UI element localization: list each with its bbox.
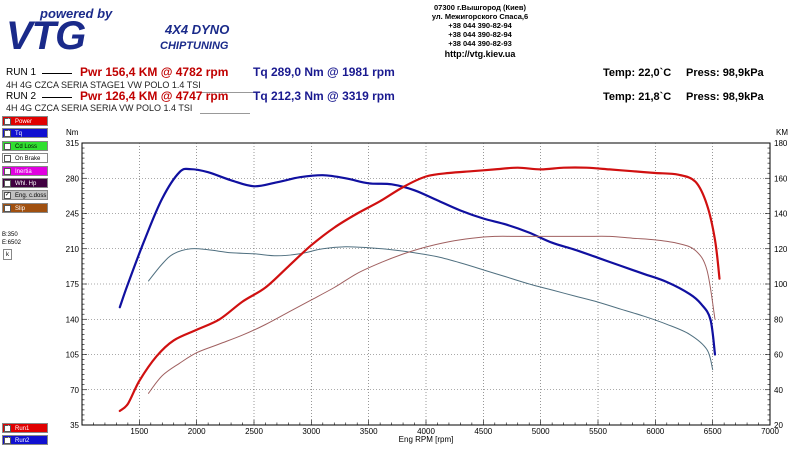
series-line-1 (148, 246, 714, 371)
legend-label: Run1 (15, 426, 30, 432)
y-left-tick-label: 140 (66, 315, 80, 324)
y-left-tick-label: 280 (66, 174, 80, 183)
y-left-tick-label: 70 (70, 386, 79, 395)
legend-checkbox[interactable]: ✓ (4, 118, 11, 125)
x-tick-label: 4000 (417, 427, 435, 436)
run2-temp: Temp: 21,8`C (603, 91, 672, 103)
x-tick-label: 2500 (245, 427, 263, 436)
y-right-tick-label: 100 (774, 280, 788, 289)
legend-label: Whl. Hp (15, 181, 37, 187)
legend-label: Cd Loss (15, 143, 38, 150)
logo-dyno-text: 4X4 DYNO (165, 22, 230, 37)
y-right-tick-label: 20 (774, 421, 783, 430)
address-line: +38 044 390-82-94 (448, 21, 512, 30)
logo-powered-text: powered by (40, 6, 113, 21)
run2-press: Press: 98,9kPa (686, 91, 764, 103)
x-tick-label: 3000 (302, 427, 320, 436)
run1-label: RUN 1 (6, 67, 37, 78)
run1-line-swatch (42, 73, 72, 74)
legend-label: Eng. c.doss (15, 193, 47, 200)
y-right-tick-label: 160 (774, 174, 788, 183)
x-tick-label: 3500 (360, 427, 378, 436)
x-tick-label: 6000 (646, 427, 664, 436)
x-axis-label: Eng RPM [rpm] (399, 435, 454, 444)
x-tick-label: 2000 (188, 427, 206, 436)
run1-torque: Tq 289,0 Nm @ 1981 rpm (253, 65, 395, 79)
legend-checkbox[interactable] (4, 180, 11, 187)
legend-checkbox[interactable]: ✓ (4, 425, 11, 432)
y-right-tick-label: 80 (774, 315, 783, 324)
legend-checkbox[interactable] (4, 204, 11, 212)
y-right-tick-label: 60 (774, 351, 783, 360)
address-line: ул. Межигорского Спаса,6 (431, 12, 529, 21)
x-tick-label: 4500 (474, 427, 492, 436)
y-left-tick-label: 245 (66, 210, 80, 219)
legend-label: Slip (15, 205, 26, 212)
legend-checkbox[interactable] (4, 155, 11, 163)
legend-label: Tq (15, 131, 23, 138)
series-line-3 (148, 235, 716, 394)
run2-torque: Tq 212,3 Nm @ 3319 rpm (253, 89, 395, 103)
legend-item[interactable]: Slip (2, 202, 48, 213)
x-tick-label: 5500 (589, 427, 607, 436)
chart-ticks: 1500 2000 2500 3000 3500 4000 4500 5000 5500 6000… (66, 139, 788, 436)
x-tick-label: 7000 (761, 427, 779, 436)
y-left-tick-label: 175 (66, 280, 80, 289)
legend-checkbox[interactable] (4, 142, 11, 150)
run1-description: 4H 4G CZCA SERIA STAGE1 VW POLO 1.4 TSI (6, 80, 201, 90)
legend-item[interactable]: ✓ Tq (2, 128, 48, 139)
y-right-tick-label: 140 (774, 210, 788, 219)
legend-item[interactable]: Whl. Hp (2, 178, 48, 188)
legend-item[interactable]: Cd Loss (2, 140, 48, 151)
legend-label: Power (15, 119, 33, 125)
legend-item[interactable]: On Brake (2, 153, 48, 164)
run1-press: Press: 98,9kPa (686, 67, 764, 79)
y-axis-left-label: Nm (66, 128, 79, 137)
logo-vtg: VTG (6, 14, 86, 58)
legend-item[interactable]: ✓ Run2 (2, 435, 48, 446)
y-left-tick-label: 105 (66, 351, 80, 360)
address-line: 07300 г.Вышгород (Киев) (434, 3, 526, 12)
series-line-0 (118, 167, 717, 356)
run1-temp: Temp: 22,0`C (603, 67, 672, 79)
chart-series (118, 166, 721, 412)
legend-checkbox[interactable]: ✓ (4, 130, 11, 138)
y-left-tick-label: 35 (70, 421, 79, 430)
x-tick-label: 1500 (130, 427, 148, 436)
x-tick-label: 5000 (532, 427, 550, 436)
e-value: E:6502 (2, 240, 22, 246)
website-link[interactable]: http://vtg.kiev.ua (444, 49, 516, 59)
run2-label: RUN 2 (6, 91, 37, 102)
run1-desc-underline (200, 92, 260, 93)
legend-label: Run2 (15, 438, 30, 445)
run2-power: Pwr 126,4 KM @ 4747 rpm (80, 89, 229, 103)
legend-item[interactable]: Inertia (2, 165, 48, 176)
y-right-tick-label: 40 (774, 386, 783, 395)
legend-label: On Brake (15, 156, 41, 163)
b-value: B:350 (2, 232, 18, 238)
y-left-tick-label: 315 (66, 139, 80, 148)
run2-description: 4H 4G CZCA SERIA SERIA VW POLO 1.4 TSI (6, 103, 193, 113)
y-right-tick-label: 180 (774, 139, 788, 148)
legend-item[interactable]: ✓ Run1 (2, 423, 48, 433)
logo-chiptuning-text: CHIPTUNING (160, 40, 229, 52)
legend-checkbox[interactable]: ✓ (4, 437, 11, 445)
series-line-2 (118, 166, 721, 412)
address-line: +38 044 390-82-94 (448, 30, 512, 39)
y-left-tick-label: 210 (66, 245, 80, 254)
run2-desc-underline (200, 113, 250, 114)
k-button[interactable]: k (3, 249, 12, 260)
run1-power: Pwr 156,4 KM @ 4782 rpm (80, 65, 229, 79)
x-tick-label: 6500 (704, 427, 722, 436)
legend-checkbox[interactable] (4, 167, 11, 175)
legend-item[interactable]: ✓ Power (2, 116, 48, 126)
legend-item[interactable]: ✓ Eng. c.doss (2, 190, 48, 201)
legend-checkbox[interactable]: ✓ (4, 192, 11, 200)
address-line: +38 044 390-82-93 (448, 39, 512, 48)
y-right-tick-label: 120 (774, 245, 788, 254)
legend-label: Inertia (15, 168, 32, 175)
y-axis-right-label: KM (776, 128, 788, 137)
run2-line-swatch (42, 97, 72, 98)
